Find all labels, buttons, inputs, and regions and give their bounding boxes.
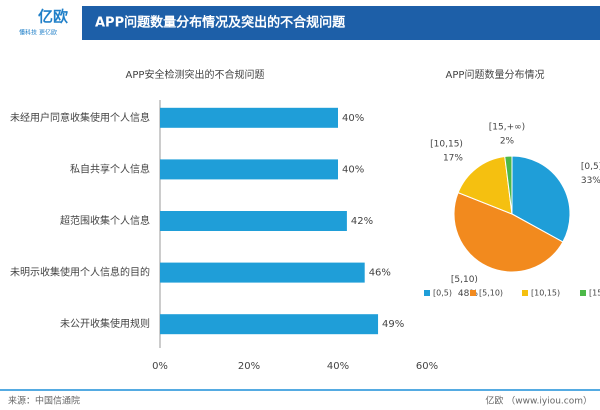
title-band xyxy=(82,6,600,40)
bar xyxy=(160,314,379,335)
slice-value: 17% xyxy=(443,153,463,163)
slogan: 懂科技 更亿欧 xyxy=(19,29,57,37)
site: 亿欧 （www.iyiou.com） xyxy=(485,395,592,407)
value-label: 40% xyxy=(342,164,364,175)
source: 来源：中国信通院 xyxy=(8,395,80,407)
bar xyxy=(160,107,338,128)
category-label: 私自共享个人信息 xyxy=(70,162,150,175)
category-label: 未明示收集使用个人信息的目的 xyxy=(10,266,150,279)
value-label: 40% xyxy=(342,113,364,124)
x-tick-label: 40% xyxy=(327,361,349,372)
bar xyxy=(160,159,338,180)
pie-slice xyxy=(511,155,571,243)
value-label: 42% xyxy=(351,216,373,227)
slice-value: 2% xyxy=(500,137,515,147)
pie-chart-title: APP问题数量分布情况 xyxy=(446,68,545,81)
bar-chart-title: APP安全检测突出的不合规问题 xyxy=(126,68,265,81)
slice-category: [0,5) xyxy=(581,162,600,172)
category-label: 超范围收集个人信息 xyxy=(60,214,150,227)
legend-label: [0,5) xyxy=(433,289,452,298)
x-tick-label: 0% xyxy=(152,361,168,372)
slice-category: [15,+∞) xyxy=(489,123,525,133)
pie-slice xyxy=(457,155,513,215)
legend-swatch xyxy=(580,290,586,296)
slice-category: [10,15) xyxy=(430,139,463,149)
x-tick-label: 20% xyxy=(238,361,260,372)
page-title: APP问题数量分布情况及突出的不合规问题 xyxy=(95,15,346,31)
legend-label: [10,15) xyxy=(531,289,560,298)
bar xyxy=(160,262,365,283)
category-label: 未公开收集使用规则 xyxy=(60,317,150,330)
value-label: 49% xyxy=(382,319,404,330)
legend-swatch xyxy=(424,290,430,296)
x-tick-label: 60% xyxy=(416,361,438,372)
legend-label: [5,10) xyxy=(479,289,503,298)
category-label: 未经用户同意收集使用个人信息 xyxy=(10,111,150,124)
legend-swatch xyxy=(470,290,476,296)
legend-swatch xyxy=(522,290,528,296)
slice-value: 33% xyxy=(581,176,600,186)
legend-label: [15,+∞) xyxy=(589,289,600,298)
slice-category: [5,10) xyxy=(451,275,478,285)
pie-slice xyxy=(453,191,564,273)
pie-slice xyxy=(504,155,513,215)
bar xyxy=(160,211,347,231)
value-label: 46% xyxy=(369,268,391,279)
slice-value: 48% xyxy=(458,289,478,299)
logo: 亿欧 xyxy=(38,8,68,26)
